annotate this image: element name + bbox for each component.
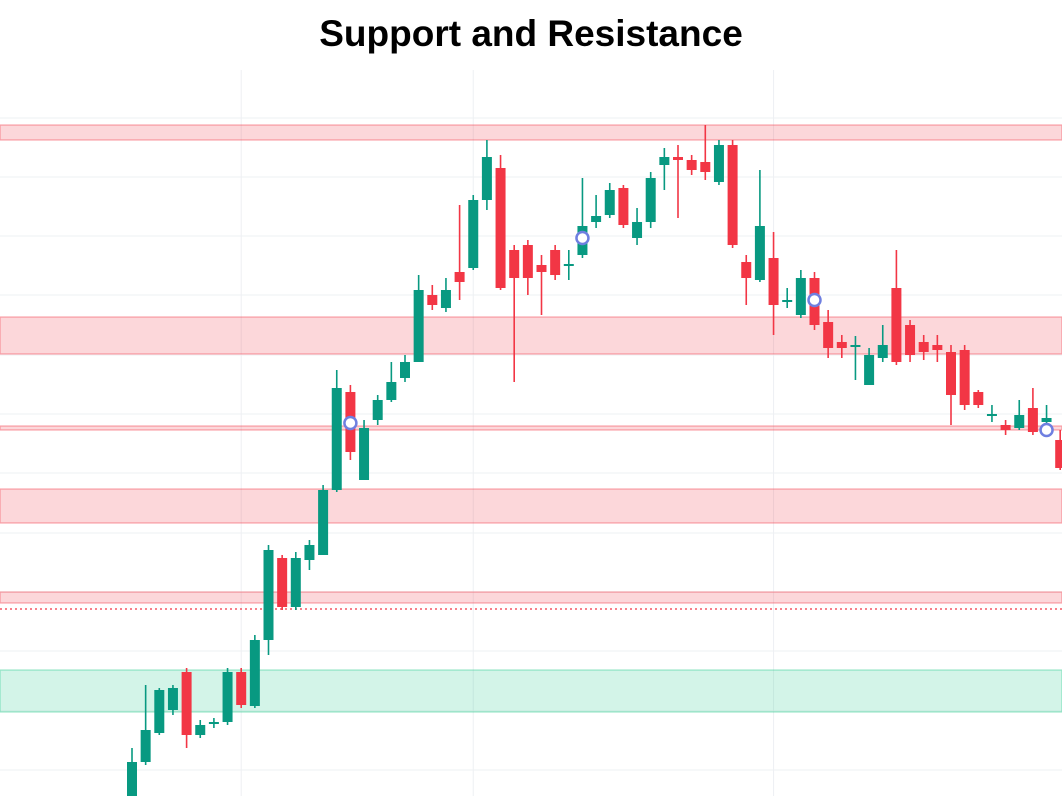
candle-body (413, 290, 424, 362)
candle-body (618, 188, 629, 225)
candle-body (372, 400, 383, 420)
candle-body (891, 288, 902, 362)
candle-body (713, 145, 724, 182)
candle-body (154, 690, 165, 733)
candle-body (481, 157, 492, 200)
candle-body (632, 222, 643, 238)
candle-body (495, 168, 506, 288)
marker (575, 230, 590, 246)
candle-body (536, 265, 547, 272)
candle-body (645, 178, 656, 222)
candle-body (604, 190, 615, 215)
zone (0, 488, 1062, 524)
zone (0, 316, 1062, 355)
candle-body (222, 672, 233, 722)
candle-body (686, 160, 697, 170)
candle-body (741, 262, 752, 278)
chart-title: Support and Resistance (319, 13, 743, 54)
candle-body (195, 725, 206, 735)
candle-body (468, 200, 479, 268)
candle-body (208, 722, 219, 724)
candle-body (1027, 408, 1038, 432)
zone (0, 591, 1062, 604)
zone (0, 124, 1062, 141)
candle-body (167, 688, 178, 710)
candle-body (959, 350, 970, 405)
marker (1039, 422, 1054, 438)
marker (807, 292, 822, 308)
candle-body (522, 245, 533, 278)
candle-body (290, 558, 301, 607)
candle-body (946, 352, 956, 395)
candle-body (905, 325, 916, 355)
candle-body (277, 558, 288, 607)
candle-body (782, 300, 793, 302)
candle-body (591, 216, 602, 222)
candle-body (673, 157, 683, 160)
candle-body (509, 250, 520, 278)
candle-body (140, 730, 151, 762)
candle-body (127, 762, 137, 796)
candle-body (754, 226, 765, 280)
candle-body (331, 388, 342, 490)
candle-body (823, 322, 834, 348)
candle-body (1000, 425, 1011, 430)
candle-body (877, 345, 888, 358)
candle-body (318, 490, 329, 555)
candle-body (700, 162, 711, 172)
candle-body (836, 342, 847, 348)
candle-body (563, 264, 574, 266)
candle-body (440, 290, 451, 308)
candle-body (973, 392, 984, 405)
zone (0, 425, 1062, 431)
candle-body (181, 672, 192, 735)
candle-body (659, 157, 670, 165)
candle-body (249, 640, 260, 706)
candle-body (727, 145, 738, 245)
candle-body (236, 672, 247, 705)
candle-body (795, 278, 806, 315)
candle-body (850, 345, 861, 347)
candle-body (1014, 415, 1025, 428)
candle-body (454, 272, 465, 282)
candle-body (768, 258, 779, 305)
candle-body (1055, 440, 1062, 468)
candle-body (986, 414, 997, 416)
candle-body (932, 345, 943, 350)
candle-body (304, 545, 315, 560)
candle-body (400, 362, 410, 378)
candle-body (550, 250, 561, 275)
candle-body (1041, 418, 1052, 422)
candle-body (864, 355, 875, 385)
candle-body (263, 550, 274, 640)
candle-body (386, 382, 397, 400)
candle-body (427, 295, 438, 305)
candle-body (918, 342, 929, 352)
marker (343, 415, 358, 431)
candle-body (359, 428, 370, 480)
